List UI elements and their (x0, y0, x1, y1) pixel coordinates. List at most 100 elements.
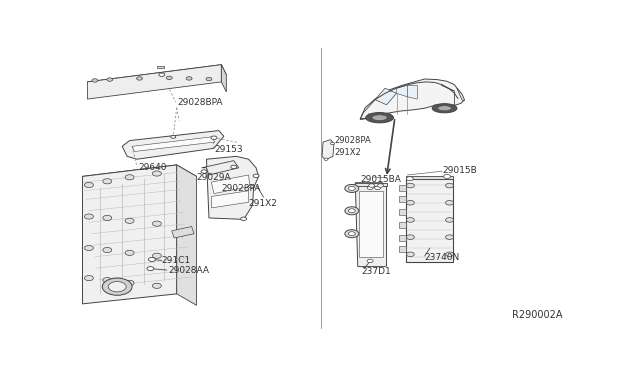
Circle shape (103, 247, 112, 253)
Circle shape (125, 250, 134, 256)
Circle shape (445, 218, 454, 222)
Polygon shape (399, 246, 406, 252)
Polygon shape (202, 161, 239, 175)
Circle shape (406, 252, 414, 257)
Polygon shape (408, 85, 417, 99)
Circle shape (444, 174, 451, 179)
Circle shape (102, 278, 132, 295)
Polygon shape (355, 183, 387, 267)
Text: 29015BA: 29015BA (360, 175, 401, 184)
Circle shape (211, 136, 217, 140)
Polygon shape (211, 175, 250, 193)
Circle shape (345, 230, 359, 238)
Polygon shape (88, 65, 227, 92)
Polygon shape (157, 65, 164, 68)
Circle shape (406, 201, 414, 205)
Circle shape (107, 78, 113, 81)
Polygon shape (88, 65, 221, 99)
Polygon shape (355, 183, 387, 186)
Text: 29153: 29153 (214, 145, 243, 154)
Circle shape (406, 177, 413, 181)
Polygon shape (207, 156, 259, 219)
Circle shape (330, 142, 335, 145)
Circle shape (248, 185, 253, 188)
Circle shape (324, 158, 328, 160)
Polygon shape (399, 196, 406, 202)
Circle shape (445, 201, 454, 205)
Text: 29028BPA: 29028BPA (177, 98, 223, 107)
Circle shape (84, 276, 93, 280)
Circle shape (152, 253, 161, 258)
Text: 291X2: 291X2 (249, 199, 278, 208)
Circle shape (445, 252, 454, 257)
Text: R290002A: R290002A (512, 310, 563, 320)
Circle shape (152, 171, 161, 176)
Circle shape (103, 179, 112, 184)
Circle shape (378, 184, 383, 187)
Circle shape (231, 165, 237, 169)
Circle shape (186, 77, 192, 80)
Polygon shape (399, 185, 406, 191)
Circle shape (125, 218, 134, 223)
Polygon shape (172, 227, 194, 238)
Polygon shape (406, 176, 454, 179)
Polygon shape (211, 191, 249, 208)
Text: 291C1: 291C1 (162, 256, 191, 265)
Circle shape (125, 280, 134, 286)
Circle shape (406, 183, 414, 188)
Circle shape (445, 183, 454, 188)
Text: 23740N: 23740N (425, 253, 460, 262)
Circle shape (103, 215, 112, 221)
Circle shape (367, 186, 373, 190)
Text: 291X2: 291X2 (335, 148, 361, 157)
Polygon shape (122, 131, 224, 159)
Circle shape (84, 246, 93, 251)
Circle shape (445, 235, 454, 240)
Polygon shape (177, 165, 196, 305)
Text: 29028AA: 29028AA (168, 266, 209, 275)
Circle shape (406, 235, 414, 240)
Polygon shape (399, 222, 406, 228)
Circle shape (92, 79, 98, 82)
Circle shape (103, 278, 112, 283)
Circle shape (136, 77, 143, 80)
Polygon shape (221, 65, 227, 92)
Circle shape (348, 186, 355, 190)
Polygon shape (360, 79, 465, 119)
Ellipse shape (372, 115, 387, 121)
Text: 29028PA: 29028PA (335, 135, 371, 145)
Circle shape (166, 76, 172, 80)
Circle shape (369, 184, 374, 187)
Text: 29029A: 29029A (196, 173, 231, 182)
Polygon shape (132, 137, 215, 151)
Circle shape (253, 174, 259, 177)
Circle shape (348, 209, 355, 213)
Polygon shape (396, 85, 408, 97)
Circle shape (152, 283, 161, 288)
Circle shape (84, 214, 93, 219)
Polygon shape (83, 165, 196, 188)
Circle shape (125, 175, 134, 180)
Circle shape (108, 282, 126, 292)
Polygon shape (441, 85, 454, 91)
Circle shape (374, 186, 381, 190)
Polygon shape (399, 235, 406, 241)
Circle shape (152, 221, 161, 226)
Circle shape (367, 259, 373, 263)
Circle shape (201, 170, 207, 173)
Ellipse shape (432, 104, 457, 113)
Circle shape (84, 182, 93, 187)
Circle shape (345, 185, 359, 192)
Circle shape (345, 207, 359, 215)
Circle shape (171, 135, 176, 138)
Circle shape (241, 217, 246, 221)
Polygon shape (359, 191, 383, 257)
Polygon shape (83, 165, 177, 304)
Circle shape (406, 218, 414, 222)
Polygon shape (375, 88, 396, 105)
Circle shape (159, 73, 165, 76)
Ellipse shape (365, 112, 394, 123)
Circle shape (206, 77, 212, 81)
Text: 29640: 29640 (138, 163, 167, 172)
Circle shape (147, 267, 154, 271)
